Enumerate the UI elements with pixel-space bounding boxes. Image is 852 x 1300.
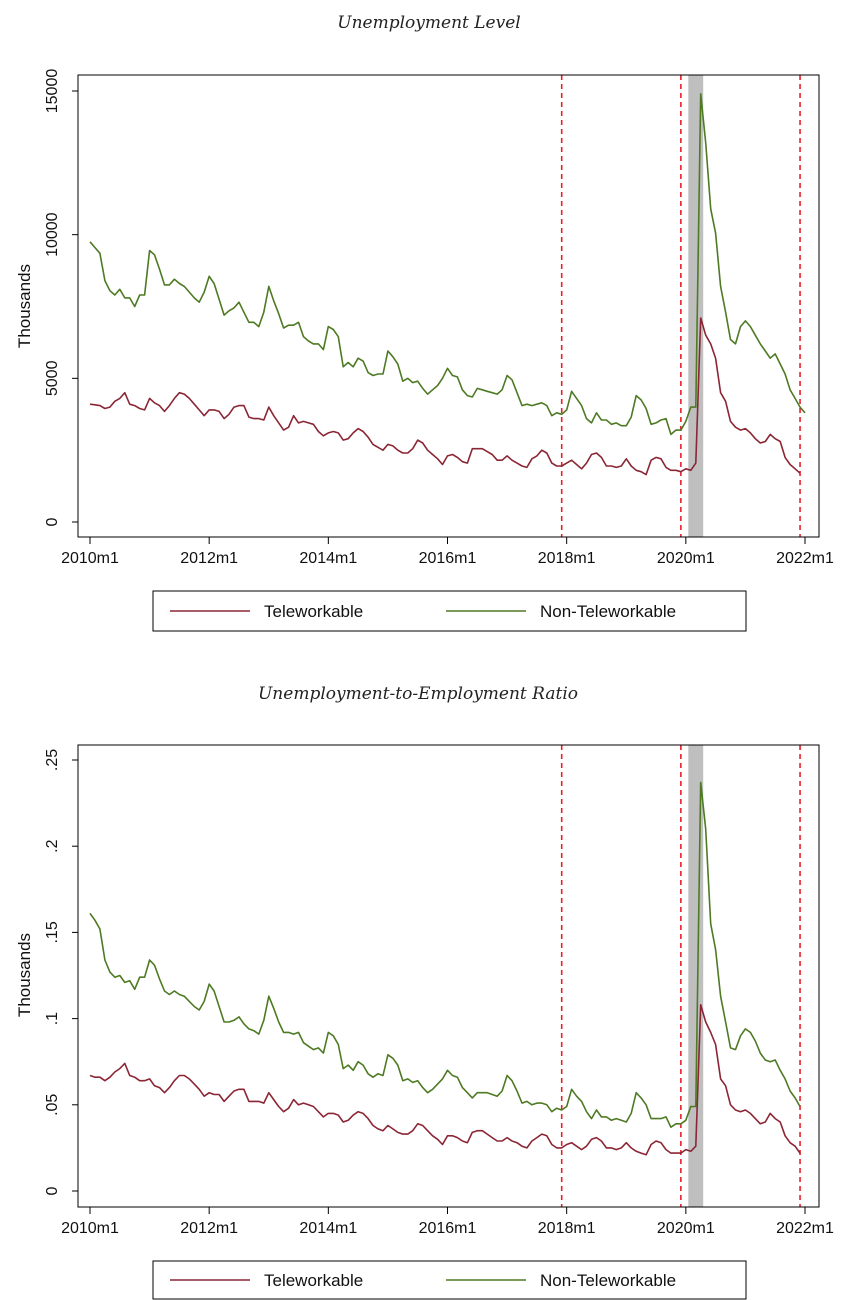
y-tick-label: .15 xyxy=(44,921,61,943)
x-tick-label: 2020m1 xyxy=(657,1220,715,1237)
series-line-teleworkable xyxy=(89,317,801,476)
y-tick-label: 0 xyxy=(44,1186,61,1195)
y-tick-label: 10000 xyxy=(44,212,61,257)
x-tick-label: 2014m1 xyxy=(299,1220,357,1237)
legend-label-non-teleworkable: Non-Teleworkable xyxy=(540,1271,676,1290)
legend: Teleworkable Non-Teleworkable xyxy=(152,590,747,632)
x-tick-label: 2010m1 xyxy=(61,550,119,567)
plot-area xyxy=(89,745,801,1207)
legend-label-teleworkable: Teleworkable xyxy=(264,602,363,621)
y-tick-label: 5000 xyxy=(44,360,61,396)
y-tick-label: .25 xyxy=(44,749,61,771)
y-tick-label: .1 xyxy=(44,1012,61,1025)
plot-frame xyxy=(77,744,820,1208)
chart-title: Unemployment-to-Employment Ratio xyxy=(258,684,578,704)
x-tick-label: 2014m1 xyxy=(299,550,357,567)
chart-panel-unemployment-to-employment-ratio: Unemployment-to-Employment Ratio Thousan… xyxy=(15,684,834,1300)
series-line-non-teleworkable xyxy=(89,781,801,1128)
y-axis-label: Thousands xyxy=(15,264,34,348)
legend-label-teleworkable: Teleworkable xyxy=(264,1271,363,1290)
plot-area xyxy=(89,75,806,537)
x-tick-label: 2016m1 xyxy=(419,1220,477,1237)
legend-label-non-teleworkable: Non-Teleworkable xyxy=(540,602,676,621)
x-tick-label: 2012m1 xyxy=(180,550,238,567)
legend: Teleworkable Non-Teleworkable xyxy=(152,1260,747,1300)
chart-panel-unemployment-level: Unemployment Level Thousands Teleworkabl… xyxy=(15,13,834,632)
x-tick-label: 2022m1 xyxy=(776,550,834,567)
y-tick-label: .05 xyxy=(44,1094,61,1116)
x-tick-label: 2018m1 xyxy=(538,550,596,567)
x-tick-label: 2016m1 xyxy=(419,550,477,567)
x-tick-label: 2022m1 xyxy=(776,1220,834,1237)
x-tick-label: 2018m1 xyxy=(538,1220,596,1237)
y-tick-label: 0 xyxy=(44,517,61,526)
shaded-region xyxy=(688,75,704,537)
x-tick-label: 2020m1 xyxy=(657,550,715,567)
x-tick-label: 2012m1 xyxy=(180,1220,238,1237)
y-tick-label: 15000 xyxy=(44,69,61,114)
y-axis-label: Thousands xyxy=(15,933,34,1017)
plot-frame xyxy=(77,74,820,538)
chart-title: Unemployment Level xyxy=(337,13,520,33)
series-line-teleworkable xyxy=(89,1003,801,1156)
y-tick-label: .2 xyxy=(44,839,61,852)
series-line-non-teleworkable xyxy=(89,93,806,436)
x-tick-label: 2010m1 xyxy=(61,1220,119,1237)
